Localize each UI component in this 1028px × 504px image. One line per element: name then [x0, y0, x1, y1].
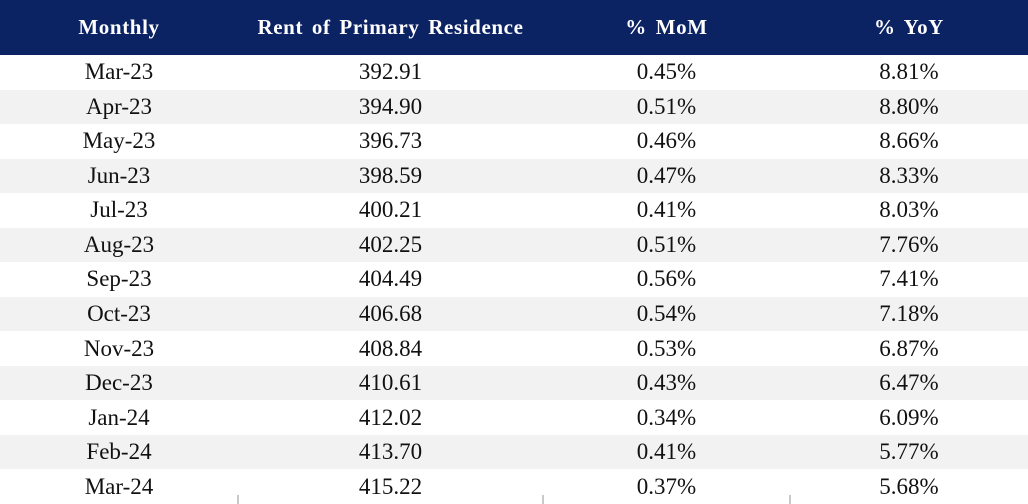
table-row-sep-23: Sep-23 404.49 0.56% 7.41%	[0, 262, 1028, 297]
table-row-apr-23: Apr-23 394.90 0.51% 8.80%	[0, 89, 1028, 125]
table-row-mar-23: Mar-23 392.91 0.45% 8.81%	[0, 55, 1028, 90]
mom-cell: 0.46%	[636, 128, 697, 154]
rent-cell: 408.84	[358, 335, 423, 361]
yoy-cell: 6.87%	[879, 335, 939, 361]
month-cell: Mar-24	[84, 473, 154, 499]
mom-cell: 0.53%	[636, 335, 697, 361]
mom-cell: 0.54%	[636, 300, 697, 326]
month-cell: Mar-23	[84, 59, 154, 85]
mom-cell: 0.47%	[636, 162, 697, 188]
yoy-cell: 8.81%	[879, 59, 939, 85]
column-header-rent-of-primary-residence: Rent of Primary Residence	[257, 15, 524, 39]
mom-cell: 0.37%	[636, 473, 697, 499]
table-body: Mar-23 392.91 0.45% 8.81% Apr-23 394.90 …	[0, 55, 1028, 504]
table-header-row: Monthly Rent of Primary Residence % MoM …	[0, 0, 1028, 55]
month-cell: Jan-24	[88, 404, 150, 430]
table-row-jun-23: Jun-23 398.59 0.47% 8.33%	[0, 158, 1028, 194]
table-row-oct-23: Oct-23 406.68 0.54% 7.18%	[0, 296, 1028, 332]
yoy-cell: 8.66%	[879, 128, 939, 154]
yoy-cell: 7.18%	[879, 300, 939, 326]
yoy-cell: 8.80%	[879, 93, 939, 119]
table-row-jan-24: Jan-24 412.02 0.34% 6.09%	[0, 400, 1028, 435]
month-cell: Aug-23	[83, 231, 155, 257]
mom-cell: 0.51%	[636, 93, 697, 119]
yoy-cell: 7.76%	[879, 231, 939, 257]
rent-cell: 398.59	[358, 162, 423, 188]
rent-cell: 392.91	[358, 59, 423, 85]
month-cell: Nov-23	[83, 335, 155, 361]
rent-cell: 404.49	[358, 266, 423, 292]
mom-cell: 0.51%	[636, 231, 697, 257]
yoy-cell: 8.03%	[879, 197, 939, 223]
month-cell: Dec-23	[85, 370, 153, 396]
yoy-cell: 6.47%	[879, 370, 939, 396]
month-cell: May-23	[82, 128, 156, 154]
mom-cell: 0.45%	[636, 59, 697, 85]
column-header-pct-mom: % MoM	[625, 15, 708, 39]
rent-cell: 413.70	[358, 439, 423, 465]
table-row-nov-23: Nov-23 408.84 0.53% 6.87%	[0, 331, 1028, 366]
rent-cell: 394.90	[358, 93, 423, 119]
column-divider-tick	[542, 495, 544, 504]
rent-cell: 400.21	[358, 197, 423, 223]
column-header-pct-yoy: % YoY	[874, 15, 944, 39]
mom-cell: 0.34%	[636, 404, 697, 430]
column-divider-tick	[789, 495, 791, 504]
yoy-cell: 8.33%	[879, 162, 939, 188]
month-cell: Oct-23	[87, 300, 151, 326]
rent-cell: 410.61	[358, 370, 423, 396]
month-cell: Apr-23	[86, 93, 152, 119]
table-row-may-23: May-23 396.73 0.46% 8.66%	[0, 124, 1028, 159]
table-row-dec-23: Dec-23 410.61 0.43% 6.47%	[0, 365, 1028, 401]
yoy-cell: 5.77%	[879, 439, 939, 465]
mom-cell: 0.41%	[636, 439, 697, 465]
mom-cell: 0.56%	[636, 266, 697, 292]
month-cell: Feb-24	[86, 439, 152, 465]
yoy-cell: 7.41%	[879, 266, 939, 292]
rent-cell: 396.73	[358, 128, 423, 154]
month-cell: Jul-23	[90, 197, 148, 223]
mom-cell: 0.43%	[636, 370, 697, 396]
rent-cell: 406.68	[358, 300, 423, 326]
yoy-cell: 6.09%	[879, 404, 939, 430]
column-header-monthly: Monthly	[78, 15, 160, 39]
rent-cell: 415.22	[358, 473, 423, 499]
table-row-mar-24: Mar-24 415.22 0.37% 5.68%	[0, 469, 1028, 504]
column-divider-tick	[237, 495, 239, 504]
month-cell: Sep-23	[86, 266, 152, 292]
yoy-cell: 5.68%	[879, 473, 939, 499]
rent-cell: 412.02	[358, 404, 423, 430]
month-cell: Jun-23	[87, 162, 151, 188]
table-row-feb-24: Feb-24 413.70 0.41% 5.77%	[0, 434, 1028, 470]
table-row-jul-23: Jul-23 400.21 0.41% 8.03%	[0, 193, 1028, 228]
mom-cell: 0.41%	[636, 197, 697, 223]
rent-cell: 402.25	[358, 231, 423, 257]
table-row-aug-23: Aug-23 402.25 0.51% 7.76%	[0, 227, 1028, 263]
